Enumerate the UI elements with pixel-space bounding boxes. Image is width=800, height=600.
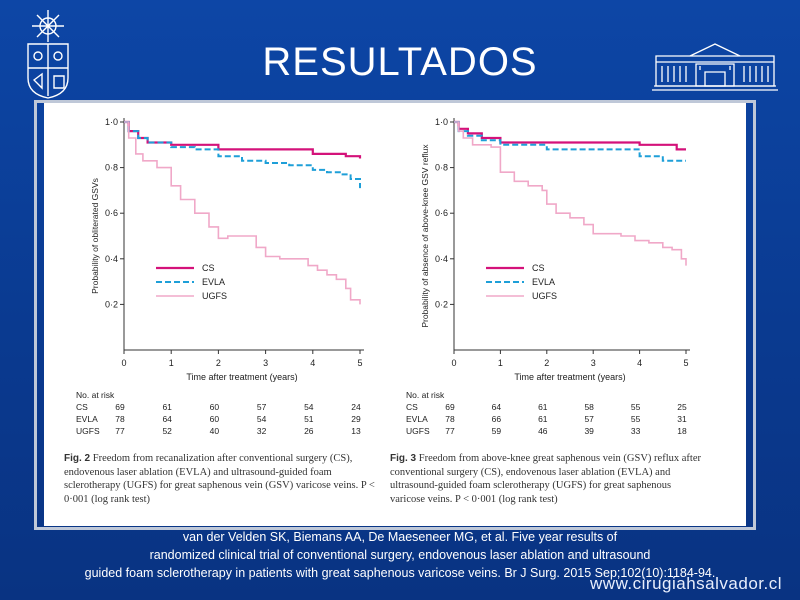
y-tick-label: 1·0 [435, 117, 448, 127]
x-tick-label: 4 [637, 358, 642, 368]
at-risk-row-label: UGFS [76, 426, 100, 436]
legend-label-cs: CS [202, 263, 215, 273]
figure-charts: 0·2 0·4 0·6 0·8 1·0 0 1 2 3 4 5 Time after treatmen… [76, 117, 690, 436]
y-axis-label: Probability of obliterated GSVs [90, 178, 100, 294]
series-line-evla [124, 121, 361, 189]
series-line-evla [454, 121, 686, 162]
university-crest-logo [27, 10, 69, 99]
x-tick-label: 5 [357, 358, 362, 368]
at-risk-value: 13 [351, 426, 361, 436]
at-risk-value: 40 [210, 426, 220, 436]
at-risk-value: 78 [115, 414, 125, 424]
y-tick-label: 0·8 [105, 163, 118, 173]
y-tick-label: 0·4 [105, 254, 118, 264]
x-tick-label: 2 [216, 358, 221, 368]
series-line-ugfs [124, 121, 361, 305]
at-risk-value: 69 [115, 402, 125, 412]
at-risk-row-label: CS [406, 402, 418, 412]
at-risk-header: No. at risk [406, 390, 445, 400]
at-risk-value: 26 [304, 426, 314, 436]
x-tick-label: 4 [310, 358, 315, 368]
x-tick-label: 3 [591, 358, 596, 368]
at-risk-row-label: EVLA [406, 414, 428, 424]
at-risk-row-label: EVLA [76, 414, 98, 424]
caption-text: Freedom from recanalization after conven… [64, 453, 375, 505]
legend-label-evla: EVLA [202, 277, 225, 287]
x-tick-label: 5 [683, 358, 688, 368]
at-risk-value: 78 [445, 414, 455, 424]
at-risk-value: 52 [162, 426, 172, 436]
legend-label-cs: CS [532, 263, 545, 273]
series-line-ugfs [454, 121, 687, 266]
citation-line: van der Velden SK, Biemans AA, De Maesen… [182, 530, 618, 544]
chart-panel-fig3: 0·2 0·4 0·6 0·8 1·0 0 1 2 3 4 5 Time after treatmen… [406, 117, 690, 436]
x-axis-label: Time after treatment (years) [186, 372, 297, 382]
at-risk-value: 39 [584, 426, 594, 436]
caption-fig2: Fig. 2 Freedom from recanalization after… [64, 452, 382, 506]
at-risk-value: 60 [210, 414, 220, 424]
at-risk-value: 31 [677, 414, 687, 424]
at-risk-row-label: CS [76, 402, 88, 412]
at-risk-header: No. at risk [76, 390, 115, 400]
at-risk-value: 54 [257, 414, 267, 424]
citation-line: randomized clinical trial of conventiona… [149, 548, 651, 562]
at-risk-value: 25 [677, 402, 687, 412]
at-risk-value: 66 [492, 414, 502, 424]
at-risk-value: 55 [631, 402, 641, 412]
legend-label-evla: EVLA [532, 277, 555, 287]
x-tick-label: 0 [121, 358, 126, 368]
y-tick-label: 0·4 [435, 254, 448, 264]
y-tick-label: 1·0 [105, 117, 118, 127]
caption-label: Fig. 2 [64, 453, 91, 464]
caption-label: Fig. 3 [390, 453, 417, 464]
y-tick-label: 0·2 [105, 299, 118, 309]
legend-label-ugfs: UGFS [532, 291, 557, 301]
at-risk-value: 29 [351, 414, 361, 424]
caption-fig3: Fig. 3 Freedom from above-knee great sap… [390, 452, 708, 506]
at-risk-value: 77 [445, 426, 455, 436]
at-risk-value: 51 [304, 414, 314, 424]
x-tick-label: 1 [169, 358, 174, 368]
series-line-cs [124, 120, 362, 159]
at-risk-value: 46 [538, 426, 548, 436]
y-tick-label: 0·6 [105, 208, 118, 218]
at-risk-value: 61 [162, 402, 172, 412]
at-risk-row-label: UGFS [406, 426, 430, 436]
at-risk-value: 57 [257, 402, 267, 412]
at-risk-value: 60 [210, 402, 220, 412]
x-tick-label: 1 [498, 358, 503, 368]
at-risk-value: 55 [631, 414, 641, 424]
x-axis-label: Time after treatment (years) [514, 372, 625, 382]
citation: van der Velden SK, Biemans AA, De Maesen… [20, 528, 780, 582]
at-risk-value: 24 [351, 402, 361, 412]
at-risk-value: 77 [115, 426, 125, 436]
at-risk-value: 59 [492, 426, 502, 436]
at-risk-value: 32 [257, 426, 267, 436]
at-risk-value: 64 [162, 414, 172, 424]
at-risk-value: 61 [538, 402, 548, 412]
figure-paper [44, 100, 746, 526]
caption-text: Freedom from above-knee great saphenous … [390, 453, 701, 505]
at-risk-value: 33 [631, 426, 641, 436]
x-tick-label: 3 [263, 358, 268, 368]
y-tick-label: 0·2 [435, 299, 448, 309]
at-risk-value: 57 [584, 414, 594, 424]
at-risk-value: 54 [304, 402, 314, 412]
legend-label-ugfs: UGFS [202, 291, 227, 301]
y-axis-label: Probability of absence of above-knee GSV… [420, 144, 430, 328]
chart-panel-fig2: 0·2 0·4 0·6 0·8 1·0 0 1 2 3 4 5 Time after treatmen… [76, 117, 364, 436]
y-tick-label: 0·8 [435, 163, 448, 173]
at-risk-value: 64 [492, 402, 502, 412]
website-url[interactable]: www.cirugiahsalvador.cl [590, 574, 782, 593]
at-risk-value: 69 [445, 402, 455, 412]
at-risk-value: 18 [677, 426, 687, 436]
at-risk-value: 61 [538, 414, 548, 424]
y-tick-label: 0·6 [435, 208, 448, 218]
x-tick-label: 2 [544, 358, 549, 368]
citation-line: guided foam sclerotherapy in patients wi… [84, 566, 716, 580]
x-tick-label: 0 [451, 358, 456, 368]
at-risk-value: 58 [584, 402, 594, 412]
building-logo [652, 43, 778, 91]
slide-title: RESULTADOS [262, 40, 538, 84]
